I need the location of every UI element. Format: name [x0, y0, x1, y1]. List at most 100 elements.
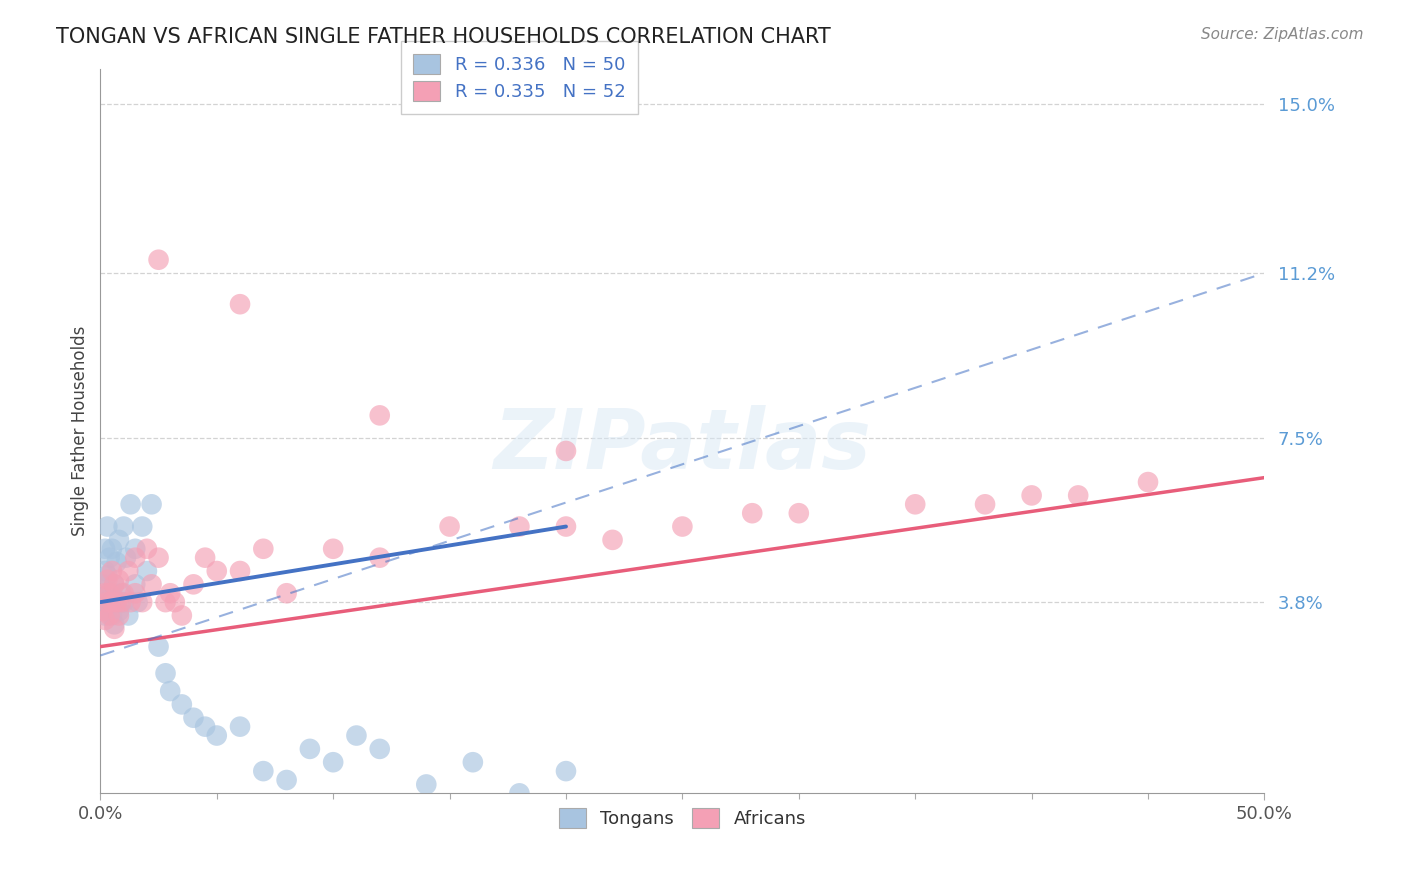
Point: [103, 622, 125, 636]
Point: [322, 756, 344, 770]
Point: [555, 764, 578, 778]
Point: [368, 550, 391, 565]
Point: [555, 444, 578, 458]
Point: [110, 586, 132, 600]
Point: [108, 573, 131, 587]
Point: [94, 608, 117, 623]
Point: [117, 564, 139, 578]
Point: [105, 555, 128, 569]
Point: [141, 497, 163, 511]
Point: [96, 573, 118, 587]
Text: ZIPatlas: ZIPatlas: [494, 405, 872, 486]
Point: [155, 666, 177, 681]
Point: [124, 541, 146, 556]
Point: [103, 577, 125, 591]
Point: [98, 595, 121, 609]
Point: [602, 533, 624, 547]
Point: [98, 550, 121, 565]
Point: [163, 595, 186, 609]
Text: TONGAN VS AFRICAN SINGLE FATHER HOUSEHOLDS CORRELATION CHART: TONGAN VS AFRICAN SINGLE FATHER HOUSEHOL…: [56, 27, 831, 46]
Point: [131, 519, 153, 533]
Point: [124, 550, 146, 565]
Point: [194, 550, 217, 565]
Point: [229, 564, 252, 578]
Point: [98, 608, 121, 623]
Point: [229, 720, 252, 734]
Point: [94, 564, 117, 578]
Point: [94, 613, 117, 627]
Point: [148, 640, 170, 654]
Point: [508, 519, 530, 533]
Point: [1137, 475, 1160, 489]
Point: [159, 684, 181, 698]
Point: [1021, 488, 1043, 502]
Point: [229, 297, 252, 311]
Point: [1067, 488, 1090, 502]
Point: [148, 252, 170, 267]
Point: [148, 550, 170, 565]
Point: [276, 586, 298, 600]
Y-axis label: Single Father Households: Single Father Households: [72, 326, 89, 536]
Point: [94, 541, 117, 556]
Point: [103, 617, 125, 632]
Point: [904, 497, 927, 511]
Point: [194, 720, 217, 734]
Point: [155, 595, 177, 609]
Point: [105, 595, 128, 609]
Point: [101, 608, 124, 623]
Point: [108, 533, 131, 547]
Point: [671, 519, 693, 533]
Point: [974, 497, 997, 511]
Point: [112, 519, 135, 533]
Point: [115, 550, 138, 565]
Point: [94, 586, 117, 600]
Point: [101, 541, 124, 556]
Legend: Tongans, Africans: Tongans, Africans: [551, 801, 813, 835]
Point: [112, 595, 135, 609]
Point: [108, 604, 131, 618]
Point: [127, 595, 149, 609]
Text: Source: ZipAtlas.com: Source: ZipAtlas.com: [1201, 27, 1364, 42]
Point: [252, 764, 274, 778]
Point: [96, 519, 118, 533]
Point: [117, 608, 139, 623]
Point: [183, 711, 205, 725]
Point: [508, 786, 530, 800]
Point: [322, 541, 344, 556]
Point: [110, 595, 132, 609]
Point: [101, 564, 124, 578]
Point: [112, 586, 135, 600]
Point: [131, 595, 153, 609]
Point: [298, 742, 321, 756]
Point: [141, 577, 163, 591]
Point: [252, 541, 274, 556]
Point: [415, 777, 437, 791]
Point: [120, 595, 142, 609]
Point: [205, 564, 228, 578]
Point: [101, 586, 124, 600]
Point: [105, 595, 128, 609]
Point: [183, 577, 205, 591]
Point: [461, 756, 484, 770]
Point: [101, 595, 124, 609]
Point: [124, 577, 146, 591]
Point: [368, 742, 391, 756]
Point: [741, 506, 763, 520]
Point: [120, 497, 142, 511]
Point: [170, 608, 193, 623]
Point: [103, 577, 125, 591]
Point: [276, 772, 298, 787]
Point: [159, 586, 181, 600]
Point: [98, 586, 121, 600]
Point: [555, 519, 578, 533]
Point: [439, 519, 461, 533]
Point: [368, 409, 391, 423]
Point: [135, 564, 157, 578]
Point: [124, 586, 146, 600]
Point: [108, 608, 131, 623]
Point: [96, 586, 118, 600]
Point: [91, 595, 114, 609]
Point: [96, 604, 118, 618]
Point: [170, 698, 193, 712]
Point: [91, 577, 114, 591]
